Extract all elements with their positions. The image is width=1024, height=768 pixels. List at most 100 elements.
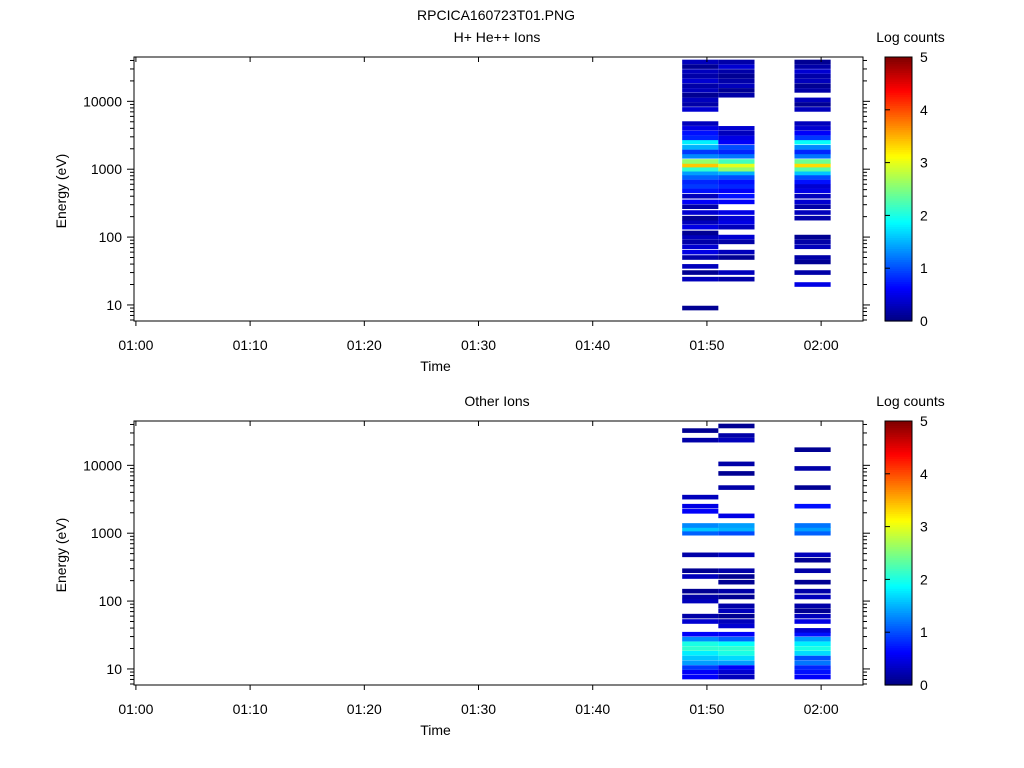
colorbar-segment: [885, 436, 912, 440]
colorbar-segment: [885, 178, 912, 181]
x-tick-label: 01:40: [575, 337, 610, 353]
heatmap-cell: [794, 239, 831, 245]
colorbar-segment: [885, 520, 912, 523]
heatmap-cell: [682, 69, 719, 74]
heatmap-cell: [682, 574, 719, 579]
heatmap-cell: [794, 665, 831, 670]
colorbar-segment: [885, 634, 912, 638]
colorbar-segment: [885, 195, 912, 199]
colorbar-segment: [885, 173, 912, 177]
colorbar-segment: [885, 630, 912, 633]
colorbar-label: Log counts: [876, 393, 945, 409]
colorbar-segment: [885, 619, 912, 622]
colorbar-segment: [885, 118, 912, 122]
colorbar-segment: [885, 449, 912, 453]
colorbar-segment: [885, 603, 912, 607]
heatmap-cell: [682, 97, 719, 103]
colorbar-segment: [885, 103, 912, 106]
colorbar-segment: [885, 645, 912, 649]
heatmap-cell: [794, 193, 831, 199]
heatmap-cell: [718, 523, 755, 528]
colorbar-segment: [885, 427, 912, 431]
colorbar-segment: [885, 285, 912, 289]
colorbar-segment: [885, 241, 912, 245]
colorbar-segment: [885, 599, 912, 602]
heatmap-cell: [718, 594, 755, 600]
heatmap-cell: [794, 135, 831, 141]
colorbar-tick-label: 1: [920, 260, 928, 276]
colorbar-segment: [885, 643, 912, 646]
colorbar-segment: [885, 59, 912, 62]
heatmap-cell: [682, 244, 719, 250]
colorbar-segment: [885, 83, 912, 87]
heatmap-cell: [718, 126, 755, 131]
heatmap-cell: [682, 193, 719, 199]
heatmap-cell: [682, 494, 719, 500]
colorbar-segment: [885, 98, 912, 102]
heatmap-cell: [718, 437, 755, 443]
heatmap-cell: [682, 179, 719, 185]
x-axis-label: Time: [420, 722, 451, 738]
colorbar-segment: [885, 318, 912, 322]
colorbar-segment: [885, 68, 912, 71]
colorbar-segment: [885, 235, 912, 238]
colorbar-segment: [885, 136, 912, 139]
heatmap-cell: [682, 135, 719, 141]
heatmap-cell: [794, 162, 831, 168]
plot-frame: [133, 420, 864, 686]
heatmap-cell: [718, 183, 755, 189]
heatmap-cell: [718, 669, 755, 675]
colorbar-segment: [885, 239, 912, 243]
colorbar-segment: [885, 65, 912, 69]
colorbar-segment: [885, 597, 912, 600]
colorbar-segment: [885, 489, 912, 492]
colorbar-segment: [885, 125, 912, 128]
colorbar-segment: [885, 484, 912, 488]
heatmap-cell: [794, 466, 831, 471]
colorbar-segment: [885, 307, 912, 311]
colorbar-segment: [885, 189, 912, 192]
colorbar-segment: [885, 586, 912, 589]
heatmap-cell: [682, 130, 719, 136]
heatmap-cell: [794, 603, 831, 609]
colorbar-segment: [885, 467, 912, 470]
heatmap-cell: [718, 64, 755, 69]
colorbar-segment: [885, 169, 912, 172]
heatmap-cell: [682, 121, 719, 126]
colorbar-segment: [885, 299, 912, 302]
colorbar-segment: [885, 627, 912, 631]
colorbar-segment: [885, 197, 912, 201]
colorbar-segment: [885, 471, 912, 475]
colorbar-segment: [885, 658, 912, 662]
colorbar-segment: [885, 590, 912, 594]
heatmap-cell: [794, 64, 831, 69]
colorbar-segment: [885, 180, 912, 183]
colorbar-segment: [885, 270, 912, 274]
colorbar-segment: [885, 636, 912, 640]
heatmap-cell: [682, 598, 719, 604]
heatmap-cell: [718, 73, 755, 79]
colorbar-segment: [885, 175, 912, 179]
heatmap-cell: [682, 613, 719, 619]
colorbar-segment: [885, 443, 912, 446]
heatmap-cell: [718, 83, 755, 89]
heatmap-cells: [682, 423, 831, 680]
colorbar-segment: [885, 456, 912, 459]
y-tick-label: 1000: [91, 525, 122, 541]
colorbar-segment: [885, 548, 912, 552]
colorbar-segment: [885, 123, 912, 126]
heatmap-cell: [794, 121, 831, 126]
colorbar-segment: [885, 682, 912, 686]
heatmap-cell: [794, 655, 831, 661]
colorbar-segment: [885, 478, 912, 481]
heatmap-cell: [718, 552, 755, 558]
colorbar-segment: [885, 667, 912, 671]
x-tick-label: 02:00: [804, 701, 839, 717]
colorbar-segment: [885, 312, 912, 315]
heatmap-cell: [682, 669, 719, 675]
heatmap-cell: [794, 199, 831, 205]
colorbar-segment: [885, 279, 912, 282]
heatmap-cell: [718, 603, 755, 609]
colorbar-segment: [885, 539, 912, 543]
heatmap-cell: [682, 170, 719, 176]
